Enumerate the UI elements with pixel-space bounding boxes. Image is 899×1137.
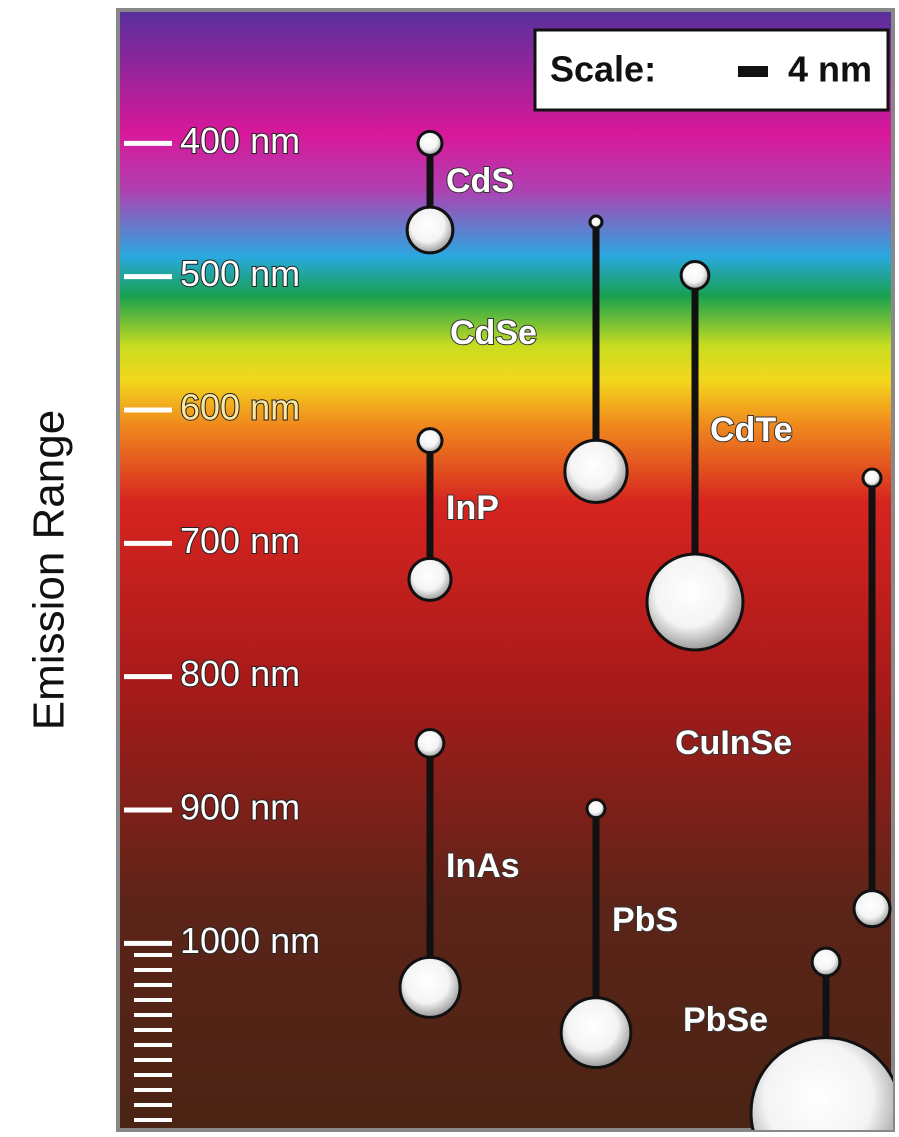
small-particle <box>681 261 709 289</box>
large-particle <box>407 207 453 253</box>
large-particle <box>409 558 451 600</box>
material-label: PbS <box>612 901 678 939</box>
small-particle <box>418 429 442 453</box>
small-particle <box>863 469 881 487</box>
material-label: PbSe <box>683 1001 768 1039</box>
small-particle <box>587 800 605 818</box>
large-particle <box>647 554 743 650</box>
chart: Emission Range Scale: 4 nm 400 nm 500 nm 6… <box>0 0 899 1137</box>
large-particle <box>565 440 627 502</box>
y-tick-label: 600 nm <box>180 387 300 428</box>
material-label: CdTe <box>710 411 792 449</box>
y-tick-label: 800 nm <box>180 653 300 694</box>
y-tick-label: 500 nm <box>180 253 300 294</box>
small-particle <box>416 729 444 757</box>
y-axis-label: Emission Range <box>25 410 74 730</box>
small-particle <box>418 131 442 155</box>
y-tick-label: 700 nm <box>180 520 300 561</box>
scale-value-label: 4 nm <box>788 49 872 90</box>
large-particle <box>400 957 460 1017</box>
y-tick-label: 400 nm <box>180 120 300 161</box>
large-particle <box>854 891 890 927</box>
y-tick-label: 900 nm <box>180 787 300 828</box>
material-label: InP <box>446 489 499 527</box>
scale-label: Scale: <box>550 49 656 90</box>
material-label: CdSe <box>450 314 537 352</box>
large-particle <box>561 998 631 1068</box>
small-particle <box>812 948 840 976</box>
material-label: CuInSe <box>675 724 792 762</box>
material-label: CdS <box>446 162 514 200</box>
material-label: InAs <box>446 847 520 885</box>
scale-bar <box>738 66 768 77</box>
small-particle <box>590 216 602 228</box>
y-tick-label: 1000 nm <box>180 920 320 961</box>
